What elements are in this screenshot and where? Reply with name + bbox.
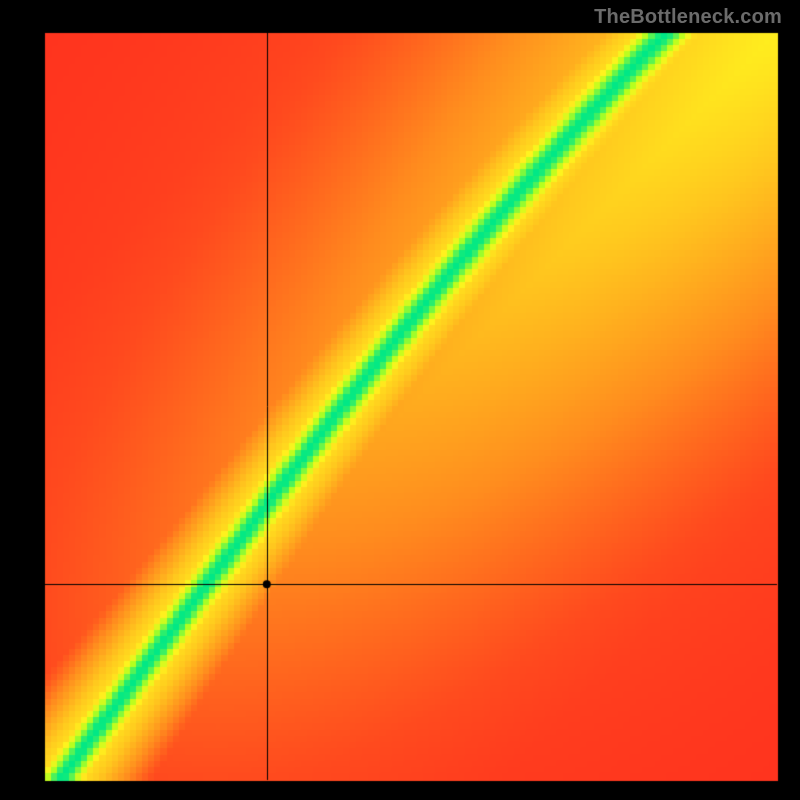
- bottleneck-heatmap-canvas: [0, 0, 800, 800]
- watermark-text: TheBottleneck.com: [594, 6, 782, 29]
- chart-container: TheBottleneck.com: [0, 0, 800, 800]
